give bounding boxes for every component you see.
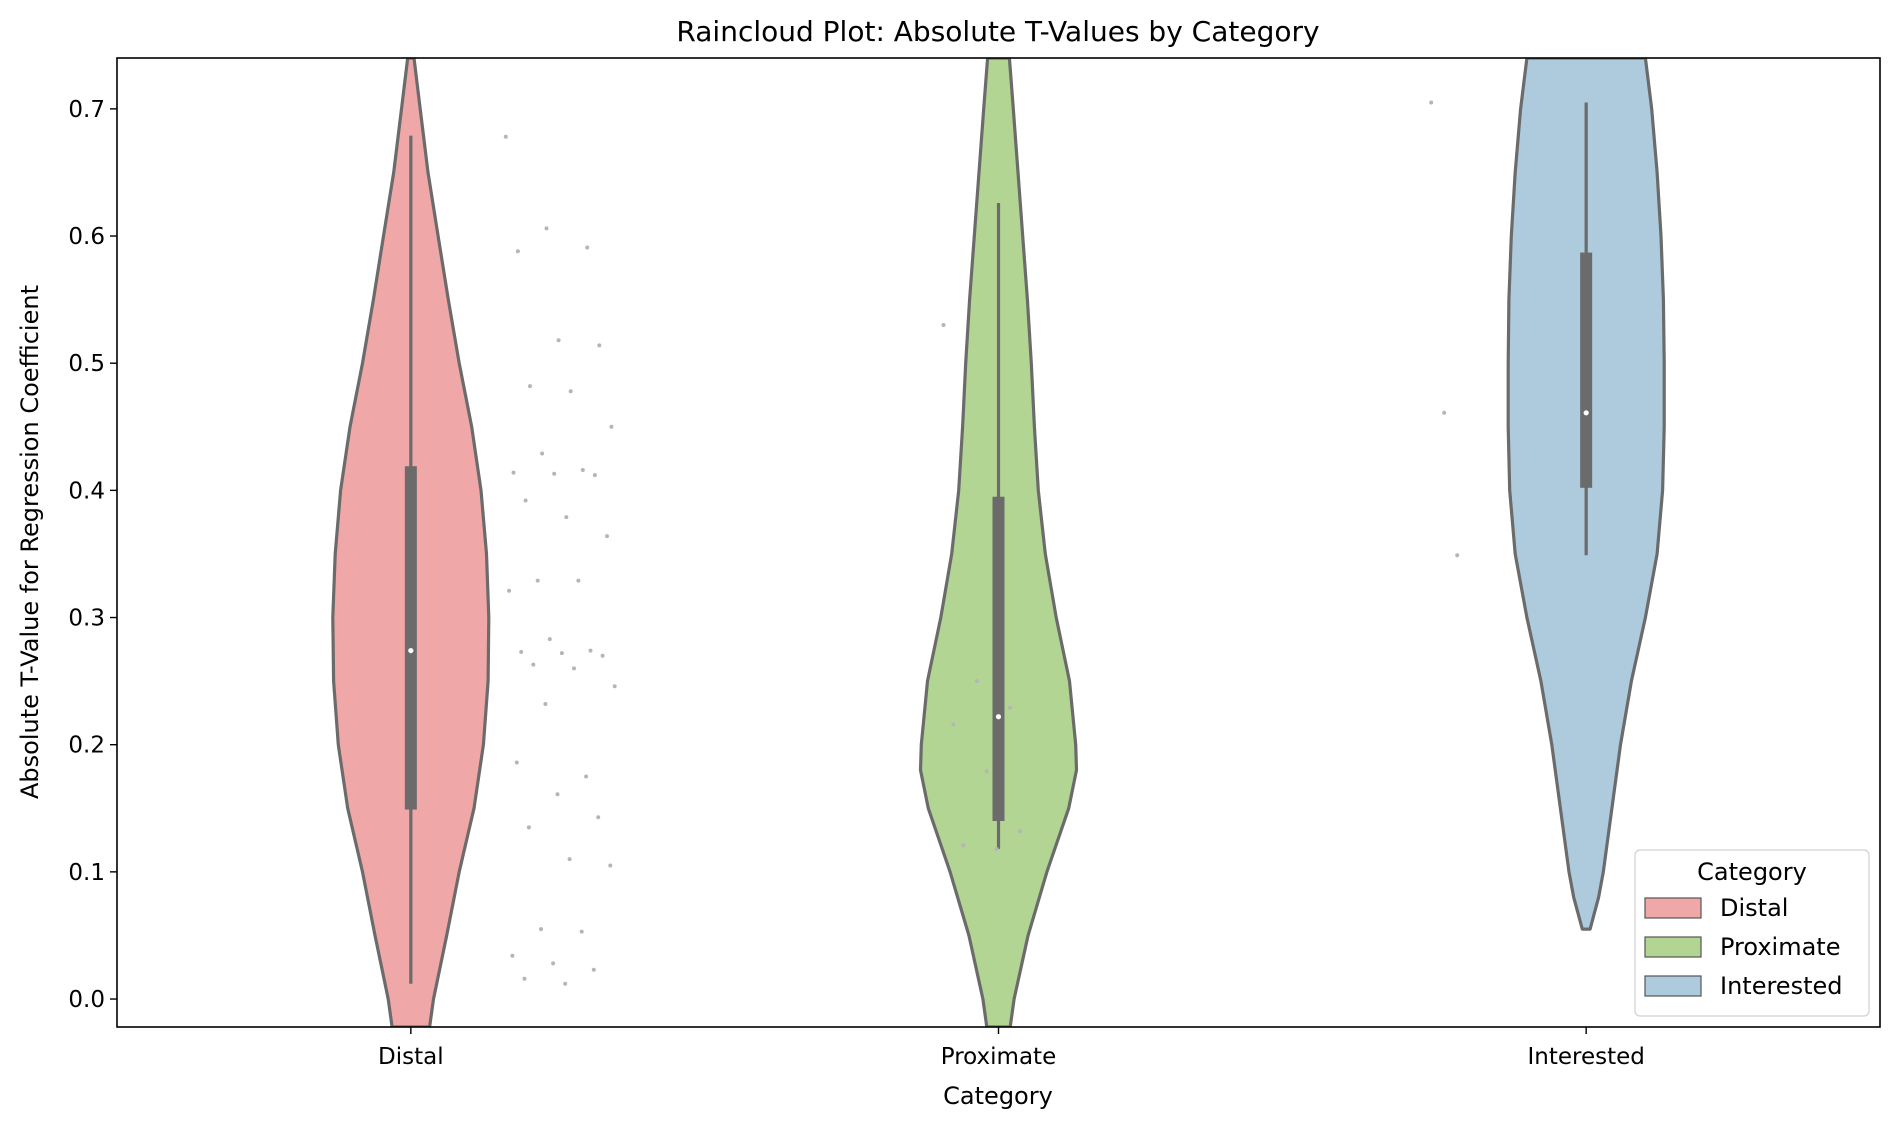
rain-point — [522, 976, 527, 981]
rain-point — [608, 863, 613, 868]
rain-point — [591, 967, 596, 972]
legend-box — [1634, 849, 1870, 1017]
rain-point — [572, 666, 576, 671]
legend-swatch-interested — [1644, 975, 1702, 997]
rain-point — [576, 578, 581, 583]
rain-point — [961, 843, 966, 848]
y-tick-label: 0.3 — [68, 606, 105, 632]
x-tick-label: Distal — [378, 1044, 444, 1070]
y-tick-label: 0.7 — [68, 97, 105, 123]
legend-label-proximate: Proximate — [1720, 933, 1840, 961]
rain-point — [539, 927, 543, 932]
rain-point — [535, 578, 540, 583]
rain-point — [1008, 705, 1013, 710]
rain-point — [544, 226, 549, 231]
y-tick-label: 0.4 — [68, 478, 105, 504]
y-tick-label: 0.5 — [68, 351, 105, 377]
rain-point — [588, 648, 593, 653]
iqr-box-distal — [404, 466, 417, 810]
y-tick-label: 0.1 — [68, 860, 105, 886]
x-tick-label: Proximate — [941, 1044, 1056, 1070]
y-tick-label: 0.0 — [68, 987, 105, 1013]
rain-point — [1429, 100, 1434, 105]
y-axis-label: Absolute T-Value for Regression Coeffici… — [16, 285, 44, 799]
rain-point — [984, 769, 989, 774]
legend-swatch-distal — [1644, 897, 1702, 919]
x-tick-label: Interested — [1527, 1044, 1644, 1070]
rain-point — [605, 534, 609, 539]
rain-point — [547, 637, 552, 642]
rain-point — [596, 815, 601, 820]
rain-point — [974, 679, 979, 684]
rain-point — [941, 323, 946, 327]
rain-point — [597, 343, 602, 348]
rain-point — [519, 649, 524, 654]
rain-point — [1018, 829, 1022, 834]
rain-point — [555, 792, 560, 797]
rain-point — [523, 498, 528, 503]
rain-point — [564, 515, 569, 520]
iqr-box-interested — [1580, 252, 1593, 488]
rain-point — [503, 134, 508, 139]
x-axis: Distal Proximate Interested — [378, 1027, 1645, 1070]
rain-point — [585, 245, 590, 250]
rain-point — [994, 847, 999, 851]
median-dot-proximate — [995, 714, 1002, 720]
rain-point — [540, 451, 545, 456]
y-tick-label: 0.6 — [68, 224, 105, 250]
rain-point — [609, 424, 614, 429]
rain-point — [514, 760, 519, 765]
legend-label-interested: Interested — [1720, 972, 1842, 1000]
chart-title: Raincloud Plot: Absolute T-Values by Cat… — [676, 15, 1319, 48]
median-dot-distal — [408, 647, 414, 654]
legend-swatch-proximate — [1644, 936, 1702, 958]
rain-point — [556, 338, 561, 343]
median-dot-interested — [1583, 410, 1589, 416]
rain-point — [568, 389, 573, 394]
rain-point — [580, 468, 585, 472]
rain-point — [515, 249, 520, 254]
x-axis-label: Category — [943, 1082, 1053, 1110]
rain-point — [528, 384, 532, 389]
rain-point — [552, 471, 557, 476]
legend-title: Category — [1697, 858, 1807, 886]
rain-point — [1455, 553, 1460, 558]
y-axis: 0.0 0.1 0.2 0.3 0.4 0.5 0.6 0.7 — [68, 97, 117, 1013]
rain-point — [579, 929, 584, 934]
rain-point — [612, 684, 617, 689]
rain-point — [584, 774, 589, 779]
rain-point — [567, 857, 572, 862]
rain-point — [951, 722, 956, 727]
rain-point — [1442, 410, 1447, 415]
rain-point — [526, 825, 531, 830]
rain-point — [507, 588, 512, 593]
rain-point — [592, 473, 597, 478]
rain-point — [511, 470, 516, 475]
rain-point — [563, 981, 568, 986]
rain-point — [543, 702, 548, 706]
rain-point — [551, 961, 556, 966]
iqr-box-proximate — [992, 496, 1005, 821]
rain-point — [559, 651, 564, 656]
legend: Category Distal Proximate Interested — [1634, 849, 1870, 1017]
rain-point — [510, 953, 515, 958]
rain-point — [600, 653, 605, 658]
y-tick-label: 0.2 — [68, 733, 105, 759]
rain-point — [531, 662, 536, 667]
plot-area — [331, 58, 1666, 1027]
legend-label-distal: Distal — [1720, 894, 1788, 922]
